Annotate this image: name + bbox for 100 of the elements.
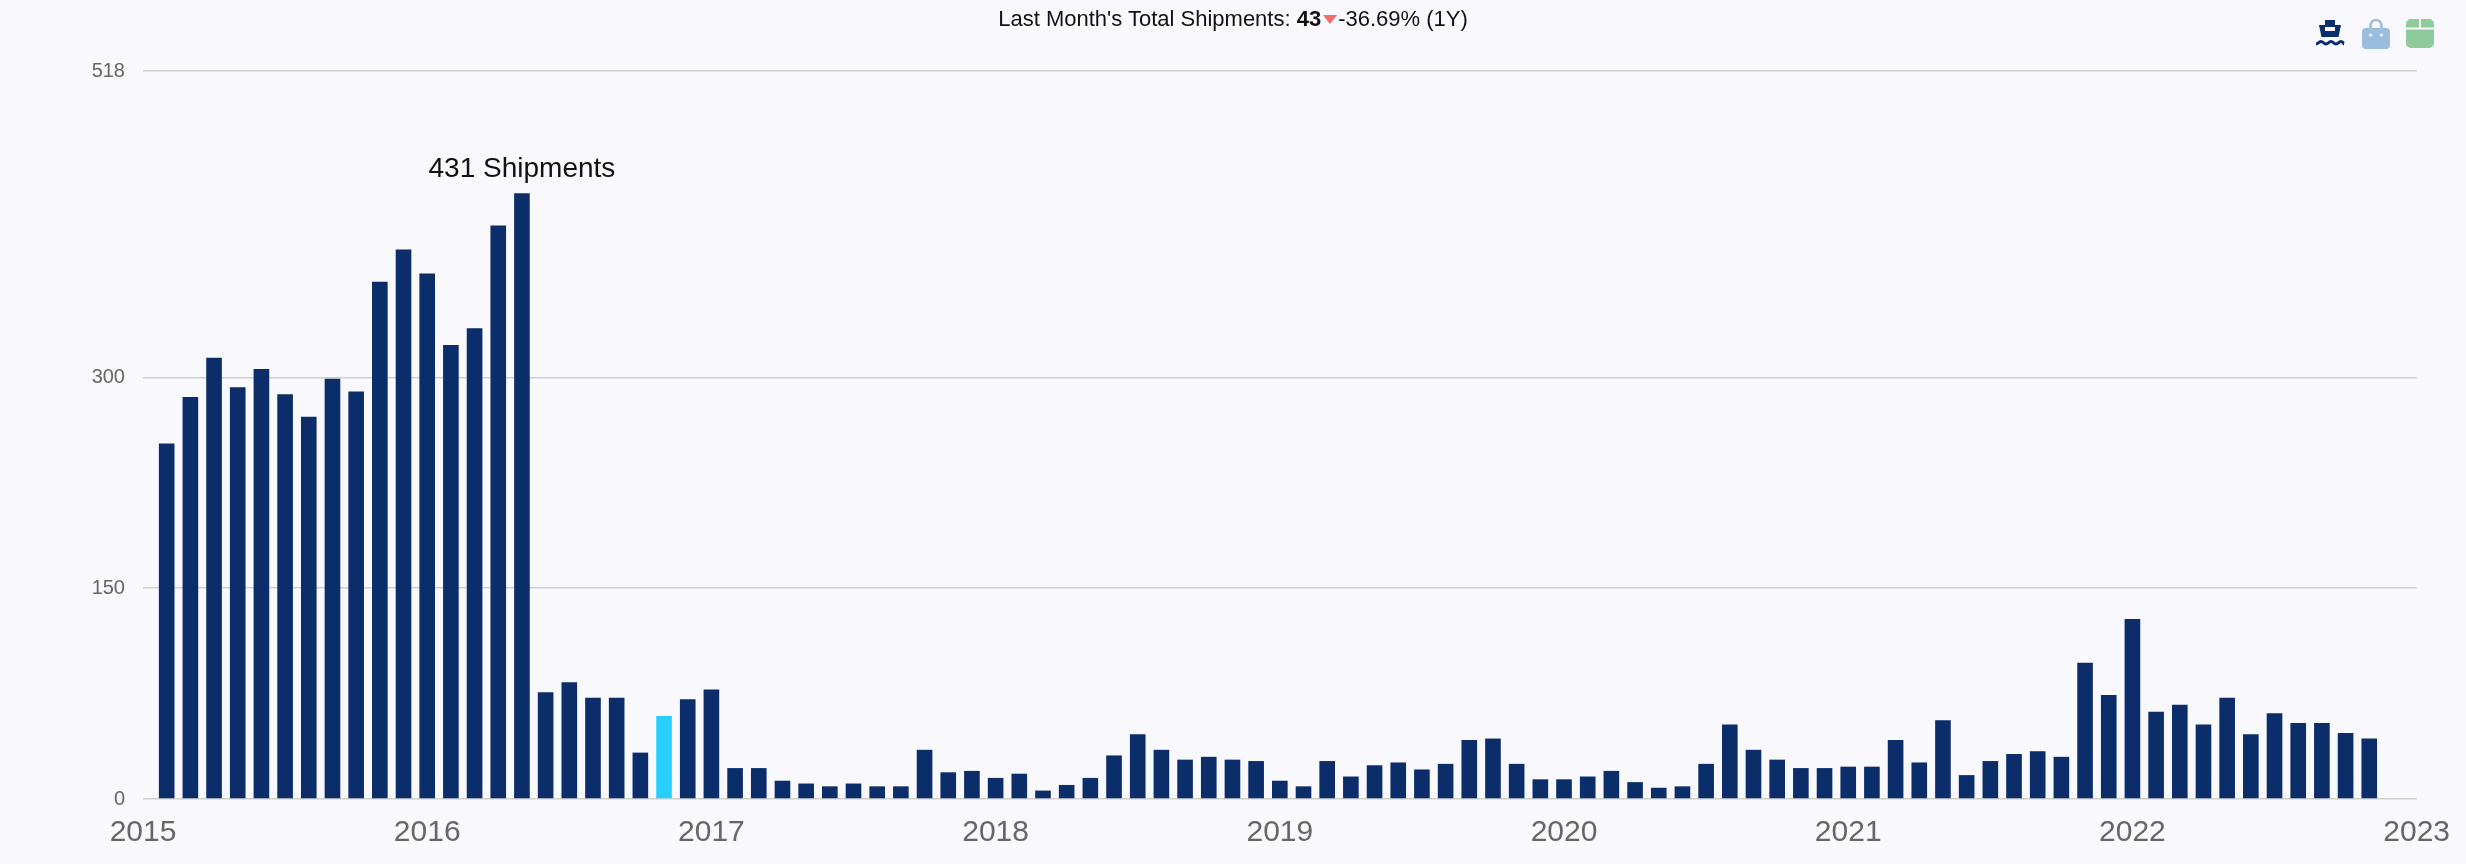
bar <box>1579 776 1596 799</box>
x-tick-label: 2022 <box>2099 814 2166 848</box>
bar <box>1295 786 1312 799</box>
bar <box>1627 782 1643 799</box>
bar <box>2219 697 2235 799</box>
bar <box>2077 662 2093 799</box>
bar <box>1816 768 1833 799</box>
bar <box>964 770 980 799</box>
bar <box>324 378 341 799</box>
bar <box>679 699 696 799</box>
bar <box>916 749 933 799</box>
bar <box>2266 713 2283 799</box>
bar <box>585 697 601 799</box>
bar <box>1414 769 1430 799</box>
bar <box>1177 759 1193 799</box>
x-tick-label: 2021 <box>1814 814 1882 848</box>
y-tick-label: 150 <box>91 575 125 598</box>
bar <box>348 391 364 799</box>
bar <box>443 345 459 799</box>
bar <box>1508 763 1525 799</box>
bar <box>845 783 862 799</box>
bar <box>2148 711 2164 799</box>
bar <box>561 682 578 799</box>
chart-subtitle: -36.69% (1Y) <box>1338 6 1468 32</box>
bar <box>1485 738 1501 799</box>
bar <box>490 225 507 799</box>
bar <box>1200 756 1217 799</box>
bar <box>466 328 483 799</box>
bar <box>300 416 317 799</box>
bar <box>277 394 293 799</box>
bar <box>1556 779 1572 799</box>
bar <box>1390 762 1407 799</box>
bar <box>2243 734 2259 799</box>
bar <box>656 716 672 799</box>
bar <box>1745 749 1762 799</box>
bar <box>1840 766 1857 799</box>
bar <box>1082 777 1099 799</box>
x-tick-label: 2023 <box>2383 814 2451 848</box>
bar <box>1035 790 1051 799</box>
x-tick-label: 2015 <box>109 814 177 848</box>
bar <box>1674 786 1691 799</box>
bar <box>2290 723 2307 799</box>
bar <box>1272 780 1288 799</box>
bar <box>1129 734 1146 799</box>
bar <box>703 689 720 799</box>
x-tick-label: 2020 <box>1530 814 1598 848</box>
bar <box>1650 787 1667 799</box>
bar <box>822 786 838 799</box>
bar <box>1769 759 1785 799</box>
bar <box>869 786 886 799</box>
bar <box>987 777 1004 799</box>
bar <box>2337 732 2354 799</box>
bar <box>1532 779 1549 799</box>
bar <box>1437 763 1454 799</box>
x-tick-label: 2016 <box>393 814 461 848</box>
bar <box>1319 761 1335 799</box>
bar <box>2124 619 2141 799</box>
bar <box>206 357 222 799</box>
bar <box>2029 751 2046 799</box>
bar <box>1793 768 1809 799</box>
bar <box>253 368 270 799</box>
bar <box>395 249 412 799</box>
bar <box>1343 776 1359 799</box>
bar <box>750 768 767 799</box>
bar <box>1603 770 1620 799</box>
bar <box>2361 738 2378 799</box>
bar <box>1366 765 1383 799</box>
bar <box>2100 695 2117 799</box>
bar <box>940 772 957 799</box>
x-tick-label: 2019 <box>1246 814 1314 848</box>
bar <box>372 281 388 799</box>
bar <box>798 783 814 799</box>
bar <box>1224 759 1241 799</box>
y-tick-label: 300 <box>91 364 125 387</box>
bar <box>1106 755 1122 799</box>
bar <box>229 387 246 799</box>
bar <box>1911 762 1928 799</box>
bar <box>893 786 909 799</box>
bar <box>2171 704 2188 799</box>
bar <box>1721 724 1738 799</box>
y-tick-label: 0 <box>113 786 125 809</box>
bar <box>1982 761 1999 799</box>
bar <box>2053 756 2070 799</box>
bar <box>2006 754 2022 799</box>
bar <box>1864 766 1880 799</box>
bar <box>1248 761 1264 799</box>
bar <box>2195 724 2212 799</box>
bar <box>1958 775 1975 799</box>
bar <box>419 273 436 799</box>
bar <box>514 193 530 799</box>
bar <box>1935 720 1951 799</box>
bar <box>608 697 625 799</box>
bar <box>1058 784 1075 799</box>
bar <box>158 443 175 799</box>
bar <box>1153 749 1170 799</box>
bar <box>182 397 199 799</box>
y-tick-label: 518 <box>91 58 125 81</box>
bar <box>1698 763 1714 799</box>
x-tick-label: 2017 <box>678 814 745 848</box>
chart-title: Last Month's Total Shipments: 43 <box>998 6 1322 31</box>
